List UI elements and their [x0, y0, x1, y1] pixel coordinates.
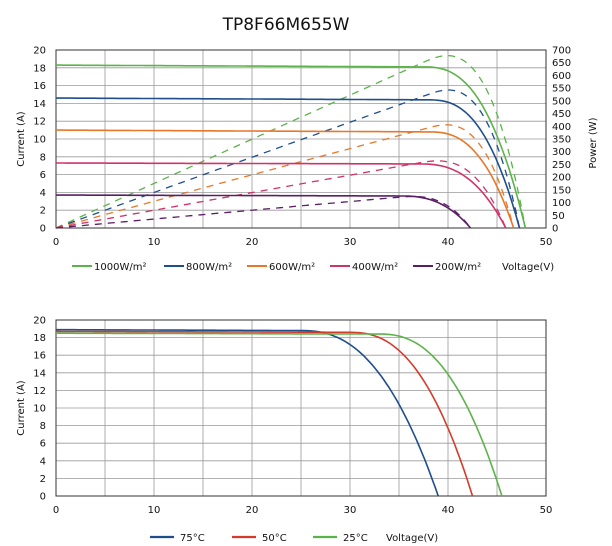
chart-title: TP8F66M655W	[222, 15, 350, 35]
temperature-curve-0	[56, 328, 439, 497]
y2-tick-label: 450	[552, 109, 571, 120]
x-tick-label: 20	[246, 237, 259, 248]
legend-label: 800W/m²	[186, 262, 232, 273]
y-tick-label: 12	[33, 386, 46, 397]
x-tick-label: 10	[148, 237, 161, 248]
legend-label: 200W/m²	[435, 262, 481, 273]
y-tick-label: 0	[40, 224, 46, 235]
current-curve-2	[56, 129, 515, 229]
power-curve-2	[55, 124, 515, 229]
x-tick-label: 50	[540, 505, 553, 516]
iv-temperature-chart: 0 2 4 6 8 10 12 14 16 18 20 0 10 20 30 40 50 Current (A) 7…	[16, 316, 552, 545]
y-tick-label: 2	[40, 474, 46, 485]
x-axis-label: Voltage(V)	[502, 262, 554, 273]
legend-label: 75°C	[180, 533, 205, 544]
y-tick-label: 12	[33, 117, 46, 128]
y2-tick-label: 700	[552, 46, 571, 57]
current-curve-0	[56, 64, 527, 229]
current-curve-4	[56, 194, 472, 229]
x-tick-label: 20	[246, 505, 259, 516]
y2-tick-label: 100	[552, 198, 571, 209]
x-tick-label: 50	[540, 237, 553, 248]
x-tick-label: 40	[442, 505, 455, 516]
legend-label: 25°C	[343, 533, 368, 544]
y-tick-label: 20	[33, 46, 46, 57]
y2-tick-label: 250	[552, 160, 571, 171]
y-tick-label: 4	[40, 456, 46, 467]
y-tick-label: 18	[33, 333, 46, 344]
y2-axis-label: Power (W)	[588, 117, 599, 168]
y2-tick-label: 400	[552, 122, 571, 133]
y-tick-label: 10	[33, 135, 46, 146]
power-curve-0	[55, 54, 527, 229]
y2-tick-label: 200	[552, 173, 571, 184]
legend-label: 50°C	[262, 533, 287, 544]
x-axis-label: Voltage(V)	[386, 533, 438, 544]
y2-tick-label: 500	[552, 96, 571, 107]
x-tick-label: 40	[442, 237, 455, 248]
x-tick-label: 30	[344, 237, 357, 248]
y-tick-label: 10	[33, 404, 46, 415]
power-curve-1	[55, 89, 521, 229]
y-tick-label: 16	[33, 81, 46, 92]
y2-tick-label: 550	[552, 84, 571, 95]
temperature-curve-1	[56, 330, 474, 497]
x-tick-label: 30	[344, 505, 357, 516]
x-tick-label: 0	[53, 505, 59, 516]
y-tick-label: 6	[40, 439, 46, 450]
y2-tick-label: 600	[552, 71, 571, 82]
y-tick-label: 6	[40, 170, 46, 181]
plot-frame	[55, 49, 547, 229]
plot-frame	[55, 319, 547, 497]
y-axis-label: Current (A)	[16, 380, 27, 435]
y-tick-label: 8	[40, 152, 46, 163]
y2-tick-label: 50	[552, 211, 565, 222]
legend-label: 600W/m²	[269, 262, 315, 273]
y-tick-label: 0	[40, 492, 46, 503]
y-tick-label: 20	[33, 316, 46, 327]
current-curve-1	[56, 97, 521, 229]
legend-label: 400W/m²	[352, 262, 398, 273]
y2-tick-label: 650	[552, 58, 571, 69]
y-tick-label: 14	[33, 368, 46, 379]
y2-tick-label: 300	[552, 147, 571, 158]
y-axis-label: Current (A)	[16, 111, 27, 166]
y-tick-label: 2	[40, 206, 46, 217]
x-tick-label: 0	[53, 237, 59, 248]
x-tick-label: 10	[148, 505, 161, 516]
temperature-curve-2	[56, 332, 503, 497]
power-curve-3	[55, 160, 507, 229]
y-tick-label: 14	[33, 99, 46, 110]
y-tick-label: 18	[33, 63, 46, 74]
y-tick-label: 4	[40, 188, 46, 199]
y2-tick-label: 0	[552, 224, 558, 235]
y2-tick-label: 350	[552, 135, 571, 146]
y2-tick-label: 150	[552, 185, 571, 196]
y-tick-label: 8	[40, 421, 46, 432]
y-tick-label: 16	[33, 351, 46, 362]
power-curve-4	[55, 195, 472, 229]
legend-label: 1000W/m²	[94, 262, 146, 273]
current-curve-3	[56, 162, 507, 229]
